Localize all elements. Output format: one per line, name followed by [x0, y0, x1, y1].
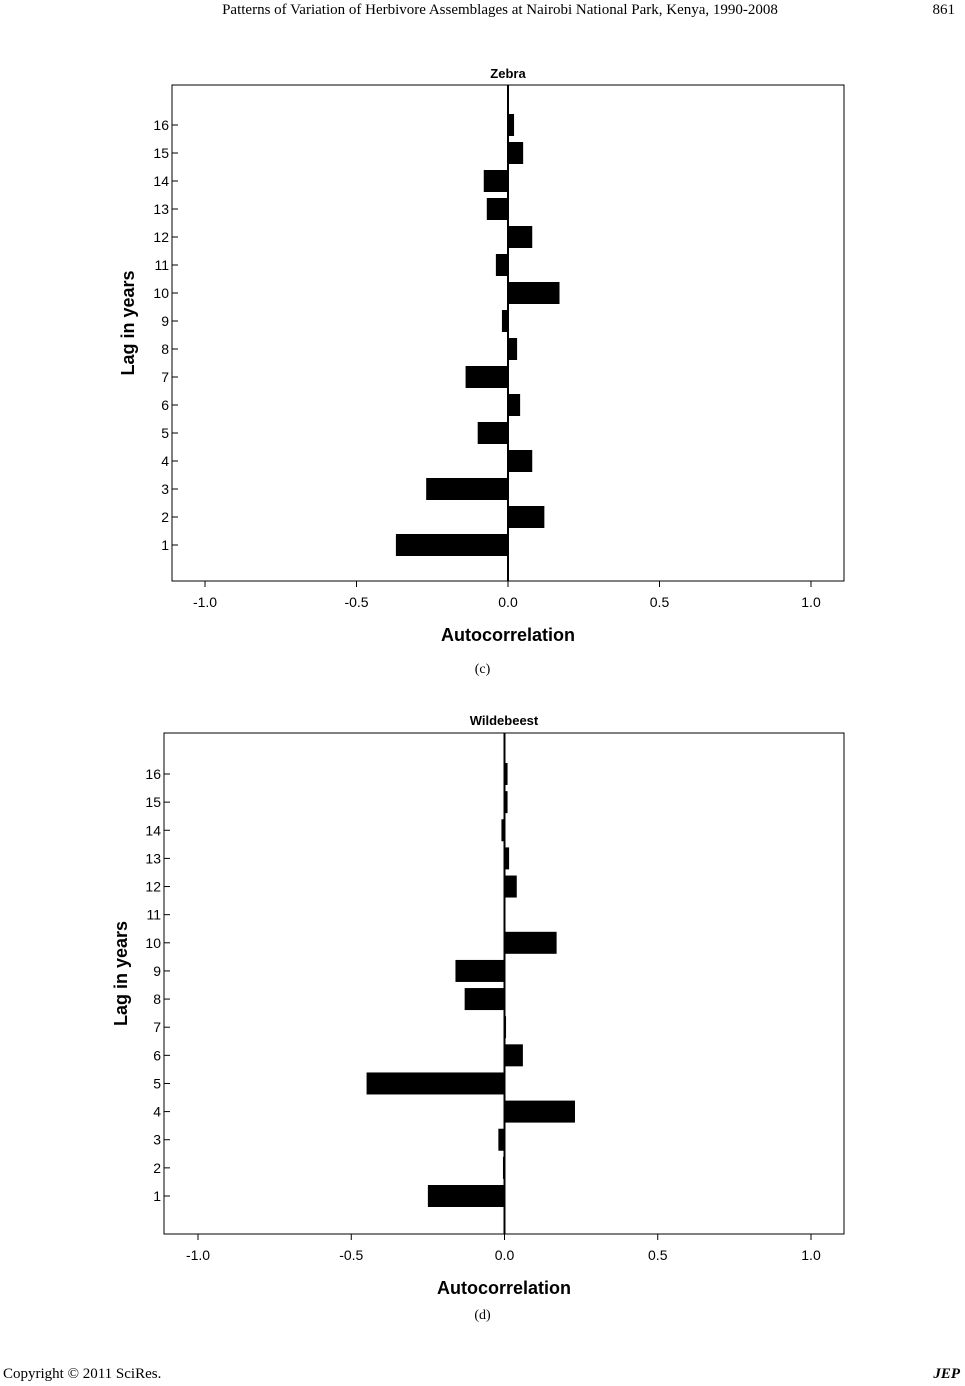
wildebeest-y-tick-label: 12: [145, 879, 161, 895]
zebra-bar-lag-9: [501, 310, 508, 332]
zebra-y-tick-label: 14: [153, 173, 169, 189]
zebra-bar-lag-13: [486, 198, 508, 220]
wildebeest-y-tick-label: 11: [146, 907, 161, 923]
zebra-y-tick-label: 10: [153, 285, 169, 301]
wildebeest-chart: Wildebeest 1 2 3 4 5 6 7 8 9 10 11 12 13 14 15 16 -1.0 -0.…: [0, 705, 965, 1305]
zebra-bar-lag-16: [508, 114, 515, 136]
wildebeest-y-tick-label: 5: [153, 1075, 161, 1091]
zebra-bar-lag-15: [508, 142, 524, 164]
wildebeest-bar-lag-6: [504, 1044, 523, 1067]
zebra-bar-lag-12: [508, 226, 533, 248]
zebra-chart-title: Zebra: [490, 66, 526, 81]
wildebeest-bar-lag-1: [427, 1185, 505, 1207]
wildebeest-x-axis-label: Autocorrelation: [437, 1278, 571, 1298]
wildebeest-bar-lag-14: [501, 819, 505, 842]
zebra-y-tick-label: 3: [161, 481, 169, 497]
zebra-bar-lag-5: [477, 422, 508, 444]
wildebeest-y-tick-label: 9: [153, 963, 161, 979]
wildebeest-x-tick-label: -1.0: [186, 1247, 210, 1263]
zebra-x-tick-label: 0.5: [650, 594, 670, 610]
journal-name: JEP: [933, 1366, 960, 1382]
zebra-bar-lag-6: [508, 394, 521, 416]
zebra-y-tick-label: 16: [153, 117, 169, 133]
running-title: Patterns of Variation of Herbivore Assem…: [222, 2, 778, 18]
caption-c: (c): [474, 662, 491, 677]
wildebeest-y-axis-label: Lag in years: [111, 921, 131, 1026]
zebra-y-tick-label: 4: [161, 453, 169, 469]
wildebeest-y-tick-label: 3: [153, 1132, 161, 1148]
wildebeest-x-tick-label: 1.0: [801, 1247, 821, 1263]
wildebeest-bar-lag-13: [504, 847, 510, 870]
wildebeest-bar-lag-10: [504, 931, 557, 954]
zebra-y-tick-label: 2: [161, 509, 169, 525]
zebra-bar-lag-11: [495, 254, 508, 276]
wildebeest-y-tick-label: 1: [153, 1188, 161, 1204]
zebra-y-tick-label: 8: [161, 341, 169, 357]
zebra-y-tick-label: 1: [161, 537, 169, 553]
zebra-y-tick-label: 11: [154, 257, 169, 273]
wildebeest-x-tick-label: -0.5: [339, 1247, 363, 1263]
wildebeest-y-tick-label: 13: [145, 850, 161, 866]
zebra-x-tick-label: 0.0: [498, 594, 518, 610]
wildebeest-y-tick-label: 10: [145, 935, 161, 951]
wildebeest-y-tick-label: 7: [153, 1019, 161, 1035]
zebra-bar-lag-3: [426, 478, 508, 500]
wildebeest-y-tick-label: 14: [145, 822, 161, 838]
caption-d: (d): [474, 1308, 491, 1323]
zebra-bar-lag-4: [508, 450, 533, 472]
wildebeest-y-tick-label: 16: [145, 766, 161, 782]
zebra-y-tick-label: 13: [153, 201, 169, 217]
zebra-bar-lag-1: [395, 534, 508, 556]
page-number: 861: [932, 2, 956, 18]
zebra-y-tick-label: 15: [153, 145, 169, 161]
zebra-bar-lag-10: [508, 282, 560, 304]
wildebeest-bar-lag-16: [504, 763, 508, 785]
zebra-y-tick-label: 12: [153, 229, 169, 245]
wildebeest-x-tick-label: 0.5: [648, 1247, 668, 1263]
wildebeest-x-tick-label: 0.0: [495, 1247, 515, 1263]
wildebeest-bar-lag-3: [498, 1128, 505, 1151]
copyright: Copyright © 2011 SciRes.: [3, 1366, 162, 1382]
wildebeest-y-tick-label: 4: [153, 1104, 161, 1120]
wildebeest-bar-lag-8: [464, 988, 505, 1011]
zebra-x-tick-label: -0.5: [344, 594, 368, 610]
zebra-y-tick-label: 6: [161, 397, 169, 413]
zebra-x-tick-label: 1.0: [801, 594, 821, 610]
wildebeest-bar-lag-15: [504, 791, 508, 814]
zebra-bar-lag-8: [508, 338, 518, 360]
wildebeest-bar-lag-5: [366, 1072, 505, 1095]
zebra-y-tick-label: 9: [161, 313, 169, 329]
zebra-bar-lag-14: [483, 170, 508, 192]
wildebeest-chart-title: Wildebeest: [470, 713, 539, 728]
zebra-bar-lag-2: [508, 506, 545, 528]
zebra-y-tick-label: 7: [161, 369, 169, 385]
zebra-y-tick-label: 5: [161, 425, 169, 441]
zebra-x-tick-label: -1.0: [193, 594, 217, 610]
zebra-y-axis-label: Lag in years: [118, 270, 138, 375]
zebra-bar-lag-7: [465, 366, 508, 388]
wildebeest-y-tick-label: 2: [153, 1160, 161, 1176]
wildebeest-bar-lag-12: [504, 875, 517, 898]
wildebeest-bar-lag-9: [455, 959, 505, 982]
wildebeest-y-tick-label: 15: [145, 794, 161, 810]
wildebeest-bar-lag-4: [504, 1100, 575, 1123]
wildebeest-y-tick-label: 8: [153, 991, 161, 1007]
zebra-x-axis-label: Autocorrelation: [441, 625, 575, 645]
zebra-chart: Zebra 1 2 3 4 5 6 7 8 9 10 11 12 13 14 15 16 -1.0 -0.5 0.0 0…: [0, 55, 965, 655]
wildebeest-y-tick-label: 6: [153, 1047, 161, 1063]
